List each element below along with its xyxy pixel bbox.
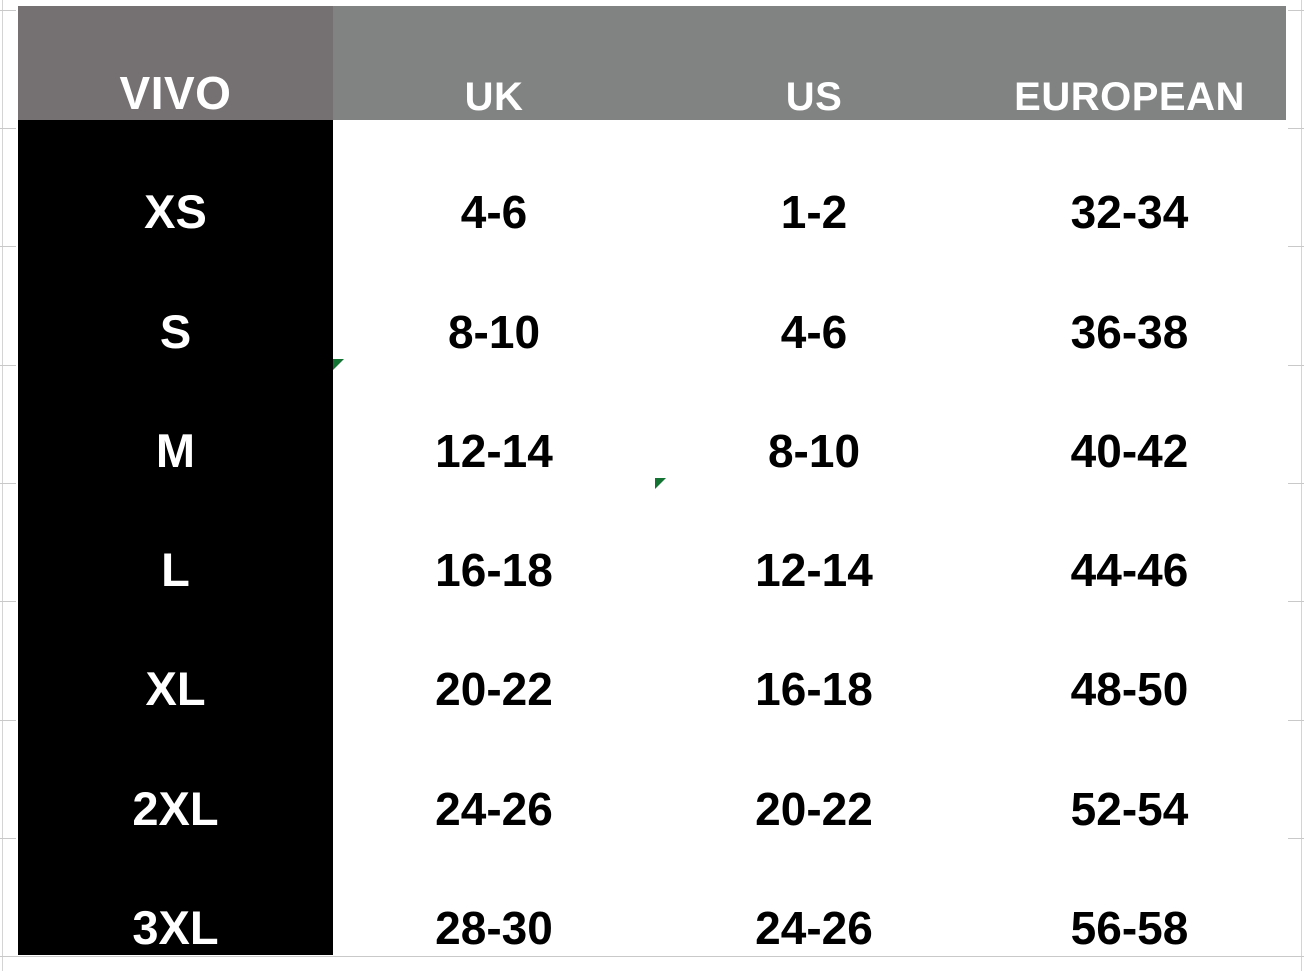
cell-uk-value: 24-26 [333, 716, 655, 836]
gridline-row [1288, 483, 1304, 484]
cell-eu-value: 44-46 [973, 477, 1286, 598]
cell-us-value: 20-22 [655, 716, 973, 836]
gridline-row [1288, 365, 1304, 366]
table-row: L 16-18 12-14 44-46 [18, 477, 1286, 598]
table-body: XS 4-6 1-2 32-34 S 8-10 4-6 36-38 M 12-1… [18, 120, 1286, 955]
comment-indicator-icon [333, 358, 344, 370]
gridline-row [1288, 10, 1304, 11]
column-header-european: EUROPEAN [973, 6, 1286, 120]
cell-size-label: 2XL [18, 716, 333, 836]
cell-uk-value: 12-14 [333, 358, 655, 478]
cell-us-value: 16-18 [655, 597, 973, 717]
gridline-row [0, 10, 16, 11]
gridline-row [1288, 838, 1304, 839]
gridline-row [0, 838, 16, 839]
cell-size-label: M [18, 358, 333, 478]
comment-indicator-icon [655, 477, 666, 489]
column-header-uk: UK [333, 6, 655, 120]
column-header-vivo: VIVO [18, 6, 333, 120]
gridline-row [0, 246, 16, 247]
gridline-row [0, 483, 16, 484]
gridline-row [0, 365, 16, 366]
cell-text: 12-14 [755, 544, 873, 597]
table-row: M 12-14 8-10 40-42 [18, 358, 1286, 478]
cell-size-label: 3XL [18, 835, 333, 955]
cell-us-value: 24-26 [655, 835, 973, 955]
table-header: VIVO UK US EUROPEAN [18, 6, 1286, 120]
cell-eu-value: 52-54 [973, 716, 1286, 836]
table-row: XS 4-6 1-2 32-34 [18, 120, 1286, 240]
cell-uk-value: 8-10 [333, 239, 655, 359]
table-row: S 8-10 4-6 36-38 [18, 239, 1286, 359]
table-row: 3XL 28-30 24-26 56-58 [18, 835, 1286, 955]
gridline-row [0, 956, 1304, 957]
cell-uk-value: 20-22 [333, 597, 655, 717]
cell-eu-value: 56-58 [973, 835, 1286, 955]
header-row: VIVO UK US EUROPEAN [18, 6, 1286, 120]
column-header-us: US [655, 6, 973, 120]
cell-size-label: XL [18, 597, 333, 717]
gridline-row [0, 720, 16, 721]
size-chart-table: VIVO UK US EUROPEAN XS 4-6 1-2 32-34 S 8… [18, 6, 1286, 955]
cell-eu-value: 48-50 [973, 597, 1286, 717]
cell-uk-value: 16-18 [333, 477, 655, 598]
cell-eu-value: 32-34 [973, 120, 1286, 240]
table-row: XL 20-22 16-18 48-50 [18, 597, 1286, 717]
cell-us-value: 1-2 [655, 120, 973, 240]
gridline-vertical-left [2, 0, 3, 971]
cell-text: 12-14 [435, 424, 553, 477]
cell-us-value: 12-14 [655, 477, 973, 598]
gridline-row [1288, 720, 1304, 721]
table-row: 2XL 24-26 20-22 52-54 [18, 716, 1286, 836]
cell-uk-value: 28-30 [333, 835, 655, 955]
gridline-row [1288, 246, 1304, 247]
cell-uk-value: 4-6 [333, 120, 655, 240]
cell-us-value: 4-6 [655, 239, 973, 359]
cell-size-label: XS [18, 120, 333, 240]
cell-size-label: L [18, 477, 333, 598]
cell-eu-value: 40-42 [973, 358, 1286, 478]
gridline-row [1288, 601, 1304, 602]
cell-us-value: 8-10 [655, 358, 973, 478]
gridline-row [1288, 128, 1304, 129]
gridline-row [0, 128, 16, 129]
gridline-vertical-right [1301, 0, 1302, 971]
cell-eu-value: 36-38 [973, 239, 1286, 359]
cell-size-label: S [18, 239, 333, 359]
gridline-row [0, 601, 16, 602]
